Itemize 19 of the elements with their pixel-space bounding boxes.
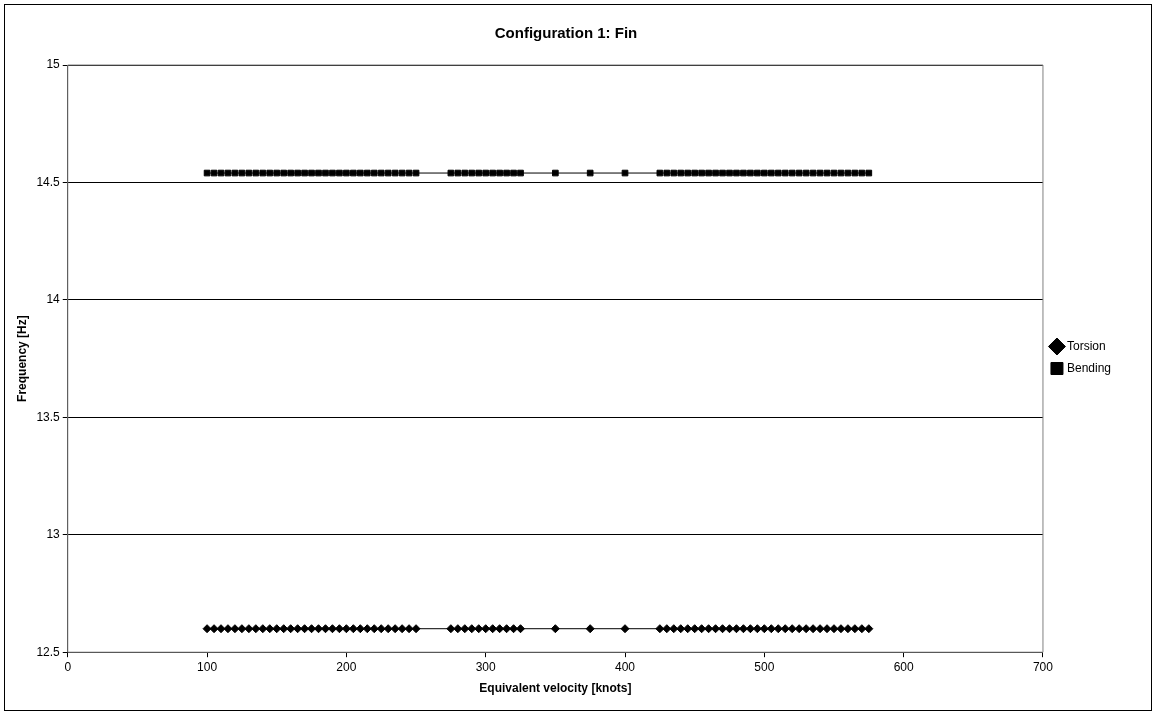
y-tick-label: 14.5 <box>36 174 61 189</box>
x-tick-label: 200 <box>336 659 357 674</box>
y-tick-label: 15 <box>46 57 61 72</box>
x-tick-label: 400 <box>615 659 636 674</box>
x-tick-label: 500 <box>754 659 775 674</box>
y-tick-label: 12.5 <box>36 644 61 659</box>
chart-title: Configuration 1: Fin <box>494 24 638 42</box>
y-tick-label: 14 <box>46 292 61 307</box>
y-axis-title: Frequency [Hz] <box>14 315 29 402</box>
x-tick-label: 100 <box>197 659 218 674</box>
x-axis-title: Equivalent velocity [knots] <box>479 681 632 696</box>
legend-label: Torsion <box>1066 338 1106 353</box>
x-tick-label: 600 <box>893 659 914 674</box>
x-tick-label: 300 <box>475 659 497 674</box>
y-tick-label: 13.5 <box>36 409 61 424</box>
y-tick-label: 13 <box>46 527 61 542</box>
legend-label: Bending <box>1066 360 1112 375</box>
x-tick-label: 700 <box>1032 659 1054 674</box>
x-tick-label: 0 <box>64 659 72 674</box>
